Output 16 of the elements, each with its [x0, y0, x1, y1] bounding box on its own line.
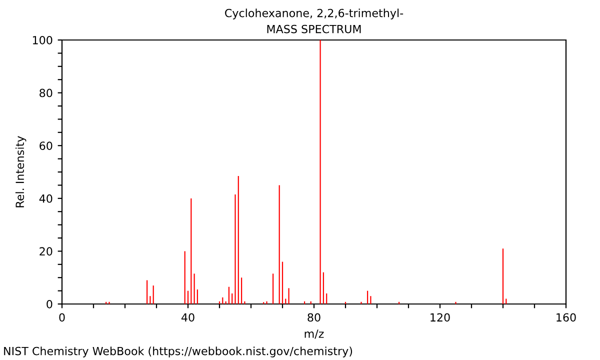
x-tick-label: 120 — [430, 313, 450, 322]
text: NIST Chemistry WebBook (https://webbook.nist.gov/chemistry) — [4, 346, 352, 358]
y-axis-title: Rel. Intensity — [15, 136, 26, 208]
y-tick-label: 100 — [32, 36, 52, 44]
x-tick-label: 80 — [308, 313, 320, 322]
x-tick-label: 160 — [556, 313, 576, 322]
y-tick-label: 80 — [40, 88, 52, 98]
y-tick-label: 40 — [39, 194, 52, 203]
x-tick-label: 40 — [181, 313, 194, 322]
x-tick-label: 0 — [59, 313, 65, 322]
y-tick-label: 0 — [46, 300, 52, 308]
chart-title: Cyclohexanone, 2,2,6-trimethyl- — [225, 8, 404, 20]
y-tick-label: 60 — [40, 142, 52, 150]
y-tick-label: 20 — [40, 247, 52, 256]
chart-subtitle: MASS SPECTRUM — [267, 24, 361, 34]
x-axis-title: m/z — [304, 330, 324, 339]
